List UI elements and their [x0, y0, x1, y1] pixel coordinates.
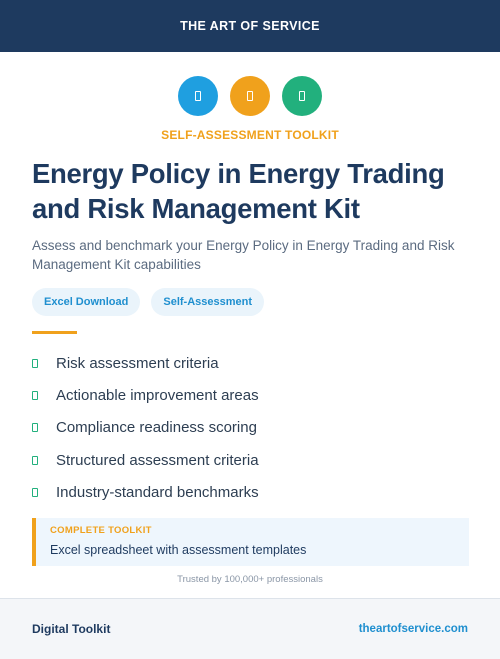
- feature-label: Risk assessment criteria: [56, 354, 219, 372]
- accent-divider: [32, 331, 77, 334]
- document-icon: [282, 76, 322, 116]
- tag-list: Excel Download Self-Assessment: [32, 288, 265, 316]
- feature-item: Structured assessment criteria: [32, 444, 472, 476]
- toolkit-callout: COMPLETE TOOLKIT Excel spreadsheet with …: [32, 518, 469, 566]
- feature-item: Industry-standard benchmarks: [32, 476, 472, 508]
- tag-self-assessment: Self-Assessment: [151, 288, 265, 316]
- feature-list: Risk assessment criteria Actionable impr…: [32, 347, 472, 508]
- footer-bar: Digital Toolkit theartofservice.com: [0, 598, 500, 659]
- check-icon: [32, 358, 38, 368]
- header-bar: THE ART OF SERVICE: [0, 0, 500, 52]
- check-icon: [32, 487, 38, 497]
- callout-heading: COMPLETE TOOLKIT: [50, 525, 152, 536]
- check-icon: [32, 455, 38, 465]
- document-icon: [230, 76, 270, 116]
- document-icon: [178, 76, 218, 116]
- page-title: Energy Policy in Energy Trading and Risk…: [32, 158, 445, 224]
- website-link[interactable]: theartofservice.com: [358, 623, 468, 635]
- icon-row: [0, 76, 500, 116]
- footer-label: Digital Toolkit: [32, 622, 111, 636]
- check-icon: [32, 390, 38, 400]
- feature-label: Industry-standard benchmarks: [56, 483, 259, 501]
- kicker-label: SELF-ASSESSMENT TOOLKIT: [161, 128, 339, 142]
- page-subtitle: Assess and benchmark your Energy Policy …: [32, 238, 455, 272]
- feature-item: Compliance readiness scoring: [32, 412, 472, 444]
- feature-item: Actionable improvement areas: [32, 379, 472, 411]
- feature-item: Risk assessment criteria: [32, 347, 472, 379]
- tag-excel-download: Excel Download: [32, 288, 141, 316]
- check-icon: [32, 423, 38, 433]
- callout-body: Excel spreadsheet with assessment templa…: [50, 543, 307, 557]
- trust-line: Trusted by 100,000+ professionals: [177, 574, 323, 585]
- brand-name: THE ART OF SERVICE: [180, 19, 320, 33]
- feature-label: Actionable improvement areas: [56, 386, 259, 404]
- feature-label: Compliance readiness scoring: [56, 419, 257, 437]
- feature-label: Structured assessment criteria: [56, 451, 259, 469]
